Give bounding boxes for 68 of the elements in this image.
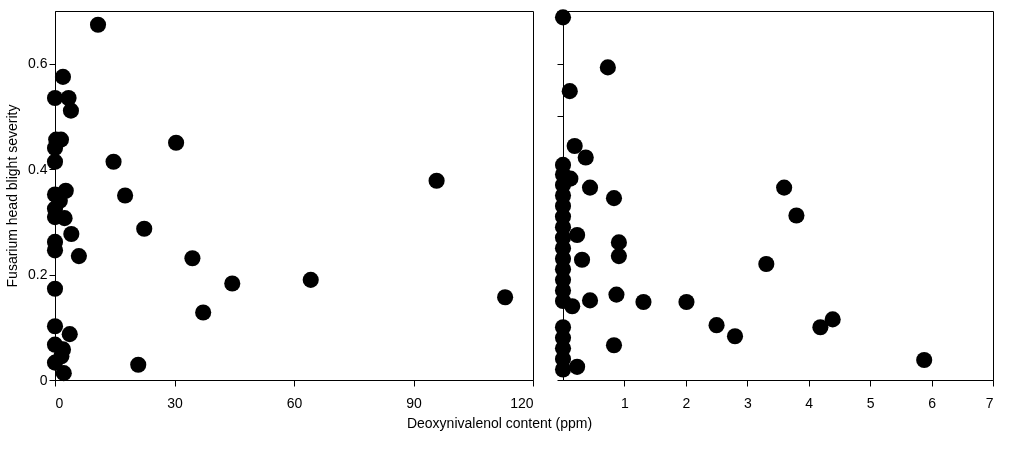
- x-tick-label: 120: [510, 394, 534, 411]
- point: [63, 225, 80, 243]
- point: [497, 289, 514, 306]
- point: [788, 207, 805, 224]
- point: [46, 89, 64, 107]
- point: [608, 286, 625, 303]
- x-tick-label: 90: [406, 394, 422, 411]
- point: [678, 293, 695, 311]
- point: [130, 356, 147, 373]
- point: [566, 137, 583, 154]
- point: [184, 250, 201, 267]
- point: [776, 179, 793, 196]
- point: [812, 319, 829, 336]
- point: [726, 328, 744, 345]
- point: [610, 234, 627, 251]
- point: [554, 9, 572, 26]
- point: [581, 179, 599, 196]
- x-axis-title: Deoxynivalenol content (ppm): [406, 414, 593, 431]
- x-tick-label: 2: [682, 394, 691, 411]
- point: [610, 248, 627, 265]
- point: [46, 354, 64, 371]
- point: [46, 153, 64, 170]
- point: [117, 187, 134, 204]
- x-tick-label: 60: [286, 394, 303, 411]
- point: [46, 140, 64, 157]
- point: [46, 318, 64, 335]
- x-tick-label: 5: [866, 394, 875, 411]
- point: [605, 190, 623, 207]
- x-tick-label: 30: [167, 394, 183, 411]
- point: [824, 311, 841, 328]
- point: [916, 351, 933, 369]
- point: [105, 153, 122, 170]
- point: [577, 149, 594, 166]
- point: [581, 292, 599, 309]
- y-tick-label: 0.4: [28, 160, 48, 177]
- point: [224, 275, 241, 292]
- point: [428, 172, 445, 189]
- point: [168, 134, 185, 151]
- y-axis-title: Fusarium head blight severity: [4, 104, 21, 288]
- point: [55, 365, 72, 382]
- point: [599, 59, 616, 76]
- point: [61, 326, 78, 343]
- point: [561, 83, 578, 100]
- y-tick-label: 0: [39, 371, 48, 388]
- y-tick-label: 0.6: [28, 55, 48, 72]
- point: [573, 251, 591, 268]
- point: [195, 304, 212, 321]
- point: [136, 220, 153, 237]
- point: [569, 226, 586, 244]
- x-tick-label: 0: [55, 394, 64, 411]
- point: [89, 16, 107, 33]
- x-tick-label: 3: [743, 394, 752, 411]
- point: [758, 255, 775, 273]
- point: [564, 298, 581, 315]
- x-tick-label: 7: [985, 394, 994, 411]
- point: [302, 271, 319, 288]
- point: [569, 358, 586, 375]
- x-tick-label: 4: [805, 394, 814, 411]
- point: [605, 337, 623, 354]
- point: [54, 68, 72, 85]
- point: [62, 102, 79, 119]
- x-tick-label: 6: [928, 394, 937, 411]
- y-tick-label: 0.2: [28, 266, 48, 283]
- point: [708, 317, 725, 334]
- x-tick-label: 1: [621, 394, 630, 411]
- point: [46, 280, 64, 297]
- point: [635, 293, 652, 311]
- point: [70, 248, 87, 265]
